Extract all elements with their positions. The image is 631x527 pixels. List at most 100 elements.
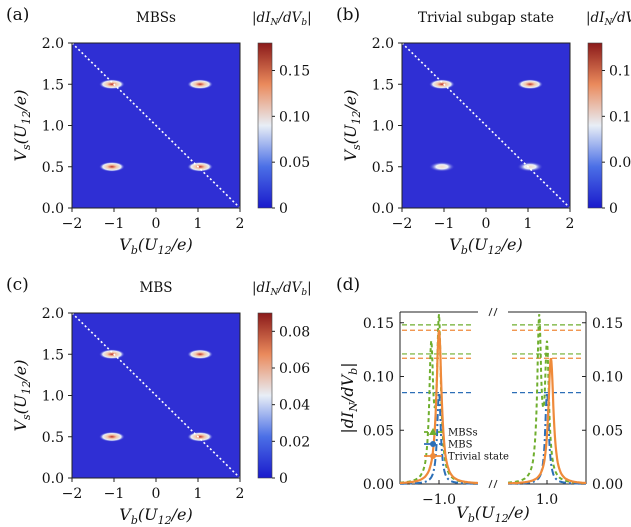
heatmap-panel-c: (c) MBS −2 −1 0 1 2 0.0 0.5 1.0 1.5 2.0 Vb​(U12​/e) V… — [6, 275, 312, 527]
y-tick-label: 1.0 — [372, 119, 394, 135]
heatmap-spot — [98, 349, 125, 360]
y-tick-label-right: 0.10 — [592, 370, 623, 386]
colorbar-tick-label: 0 — [279, 201, 288, 217]
y-tick-label-right: 0.00 — [592, 477, 623, 493]
y-tick-label: 0.15 — [363, 316, 394, 332]
colorbar-tick-label: 0.10 — [609, 109, 631, 125]
legend-label: MBSs — [448, 428, 478, 439]
heatmap-panel-b: (b) Trivial subgap state −2 −1 0 1 2 0.0 0.5 1.0 1… — [336, 5, 631, 257]
y-tick-label: 0.0 — [372, 201, 394, 217]
x-tick-label: −1.0 — [422, 492, 456, 508]
x-tick-label: 2 — [236, 216, 245, 232]
legend-label: Trivial state — [448, 452, 509, 463]
x-tick-label: 0 — [482, 216, 491, 232]
panel-letter: (a) — [6, 5, 29, 25]
x-axis-label: Vb​(U12​/e) — [119, 505, 192, 527]
x-tick-label: 0 — [152, 486, 161, 502]
panel-title: Trivial subgap state — [418, 10, 554, 26]
colorbar-tick-label: 0.02 — [279, 434, 310, 450]
diagonal-line — [71, 312, 241, 479]
series-line-2 — [508, 358, 586, 485]
x-tick-label: −2 — [392, 216, 413, 232]
diagonal-line — [71, 42, 241, 209]
heatmap-spot — [98, 431, 125, 442]
colorbar-tick-label: 0 — [279, 471, 288, 487]
colorbar — [257, 42, 273, 209]
heatmap-spot — [517, 79, 544, 90]
colorbar-tick-label: 0.05 — [609, 155, 631, 171]
x-tick-label: −2 — [62, 216, 83, 232]
colorbar — [587, 42, 603, 209]
y-tick-label: 0.05 — [363, 423, 394, 439]
colorbar — [257, 312, 273, 479]
x-axis-label: Vb​(U12​/e) — [456, 503, 529, 525]
colorbar-tick-label: 0.15 — [609, 64, 631, 80]
colorbar-tick-label: 0.15 — [279, 64, 310, 80]
x-tick-label: −1 — [104, 486, 125, 502]
colorbar-label: |dIN/dVb| — [252, 10, 312, 28]
y-tick-label-right: 0.05 — [592, 423, 623, 439]
y-tick-label: 0.0 — [42, 201, 64, 217]
y-tick-label: 0.5 — [42, 160, 64, 176]
heatmap-spot — [517, 161, 544, 172]
colorbar-label: |dIN/dVb| — [586, 10, 631, 28]
series-line-2 — [400, 330, 478, 485]
colorbar-tick-label: 0.04 — [279, 398, 310, 414]
x-tick-label: 1 — [524, 216, 533, 232]
legend-marker — [430, 453, 436, 459]
y-tick-label: 1.0 — [42, 389, 64, 405]
y-axis-label: Vs​(U12​/e) — [341, 89, 363, 161]
heatmap-spot — [98, 79, 125, 90]
legend-label: MBS — [448, 440, 473, 451]
y-tick-label: 1.5 — [42, 347, 64, 363]
y-tick-label: 0.5 — [372, 160, 394, 176]
panel-letter: (b) — [336, 5, 360, 25]
y-axis-label: |dIN/dVb| — [338, 362, 360, 433]
heatmap-spot — [428, 79, 455, 90]
legend-marker — [430, 441, 436, 447]
legend-marker — [429, 428, 437, 435]
x-axis-label: Vb​(U12​/e) — [119, 235, 192, 257]
line-panel-d: (d) 0.00 0.00 0.05 0.05 0.10 0.10 0.15 0.15 −1.0 1… — [336, 275, 623, 525]
y-tick-label: 1.5 — [372, 77, 394, 93]
colorbar-label: |dIN/dVb| — [252, 280, 312, 298]
y-tick-label: 0.5 — [42, 430, 64, 446]
colorbar-tick-label: 0.10 — [279, 109, 310, 125]
x-tick-label: 1 — [194, 486, 203, 502]
y-tick-label-right: 0.15 — [592, 316, 623, 332]
x-tick-label: −2 — [62, 486, 83, 502]
x-tick-label: −1 — [104, 216, 125, 232]
y-tick-label: 2.0 — [42, 306, 64, 322]
y-tick-label: 2.0 — [42, 36, 64, 52]
x-tick-label: 2 — [236, 486, 245, 502]
x-tick-label: 2 — [566, 216, 575, 232]
heatmap-spot — [187, 349, 214, 360]
panel-letter: (d) — [336, 275, 360, 295]
x-tick-label: 0 — [152, 216, 161, 232]
panel-title: MBSs — [136, 10, 176, 26]
y-tick-label: 1.5 — [42, 77, 64, 93]
heatmap-spot — [187, 431, 214, 442]
diagonal-line — [401, 42, 571, 209]
heatmap-spot — [98, 161, 125, 172]
y-axis-label: Vs​(U12​/e) — [11, 89, 33, 161]
panel-title: MBS — [140, 280, 173, 296]
y-tick-label: 0.0 — [42, 471, 64, 487]
y-tick-label: 2.0 — [372, 36, 394, 52]
heatmap-panel-a: (a) MBSs −2 −1 0 1 2 0.0 0.5 1.0 1.5 2.0 Vb​(U12​/e)… — [6, 5, 312, 257]
y-tick-label: 0.10 — [363, 370, 394, 386]
y-tick-label: 0.00 — [363, 477, 394, 493]
axis-break-mark — [488, 479, 493, 489]
colorbar-tick-label: 0 — [609, 201, 618, 217]
heatmap-spot — [187, 79, 214, 90]
axis-break-mark — [493, 479, 498, 489]
axis-break-mark — [488, 307, 493, 317]
heatmap-spot — [428, 161, 455, 172]
axis-break-mark — [493, 307, 498, 317]
y-tick-label: 1.0 — [42, 119, 64, 135]
panel-letter: (c) — [6, 275, 29, 295]
x-tick-label: −1 — [434, 216, 455, 232]
colorbar-tick-label: 0.05 — [279, 155, 310, 171]
colorbar-tick-label: 0.06 — [279, 361, 310, 377]
